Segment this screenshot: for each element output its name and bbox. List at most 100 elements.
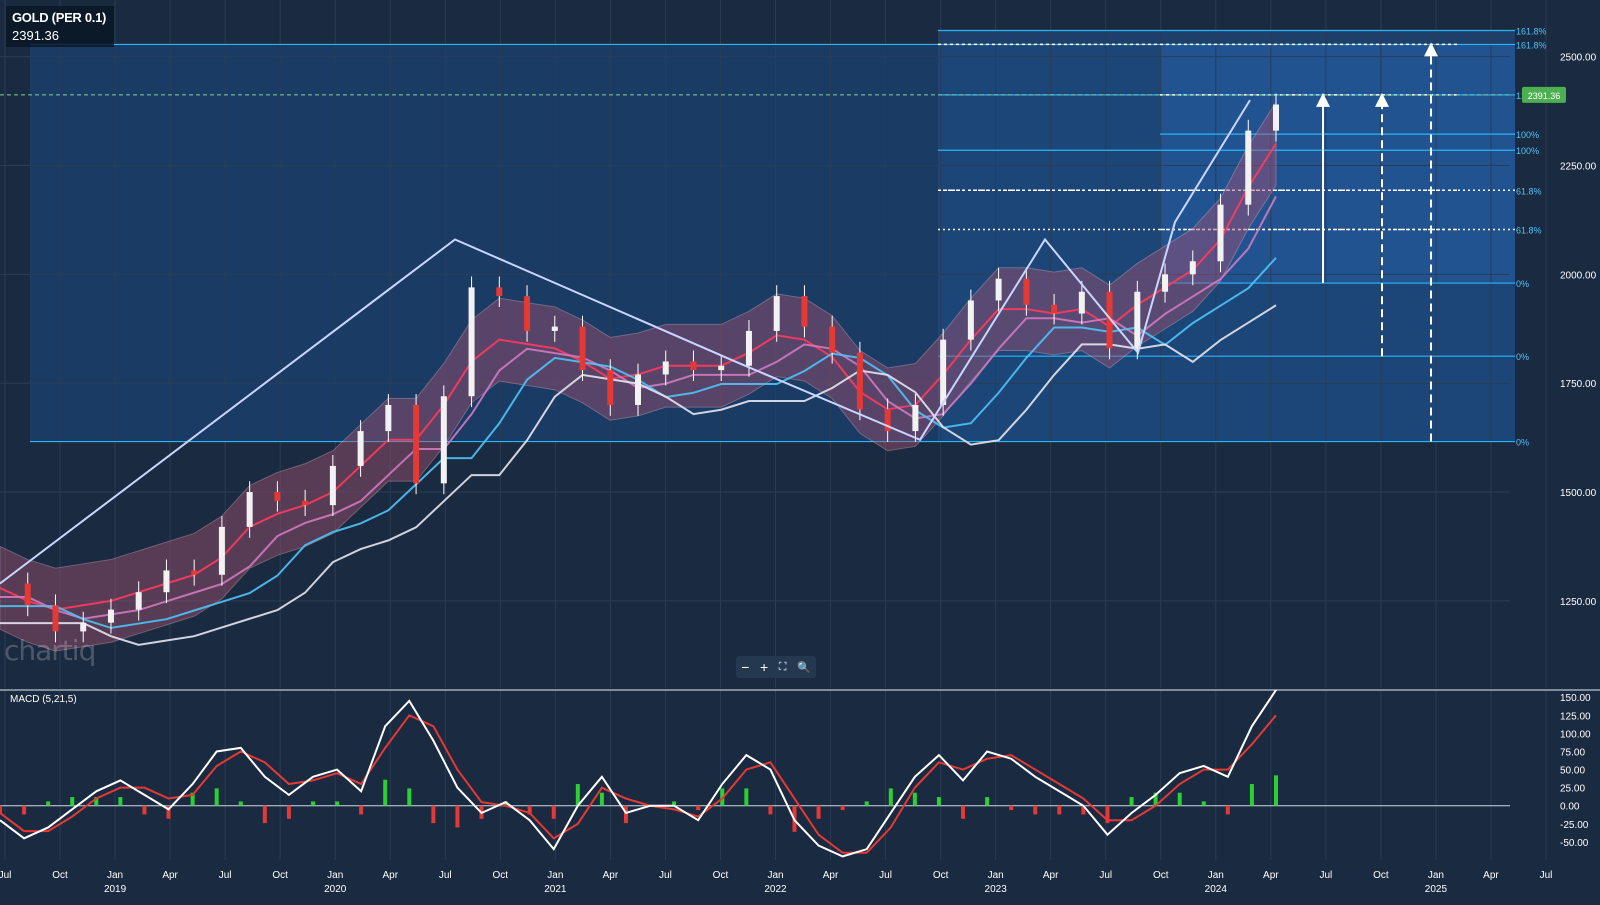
x-tick-month: Jul — [439, 870, 452, 881]
macd-histogram-bar — [527, 805, 532, 815]
macd-histogram-bar — [214, 788, 219, 806]
candle-body — [1078, 291, 1085, 314]
candle-body — [1217, 204, 1224, 262]
macd-histogram-bar — [744, 788, 749, 806]
macd-histogram-bar — [696, 805, 701, 811]
macd-histogram-bar — [383, 779, 388, 806]
macd-histogram-bar — [1225, 805, 1230, 815]
macd-y-tick: -25.00 — [1560, 820, 1589, 831]
x-tick-year: 2021 — [544, 884, 567, 895]
candle-body — [912, 404, 919, 432]
target-arrow-head — [1316, 92, 1330, 107]
x-tick-month: Oct — [52, 870, 68, 881]
candle-body — [829, 326, 836, 353]
y-tick-label: 2000.00 — [1560, 270, 1597, 281]
candle-body — [1273, 104, 1279, 131]
fib-level-label: 161.8% — [1516, 40, 1547, 50]
candle-body — [1245, 130, 1252, 205]
x-tick-month: Jul — [1319, 870, 1332, 881]
candle-body — [24, 583, 31, 606]
x-tick-month: Apr — [1483, 870, 1499, 881]
x-tick-month: Jul — [1540, 870, 1553, 881]
x-tick-month: Apr — [1263, 870, 1279, 881]
y-tick-label: 2500.00 — [1560, 53, 1597, 64]
macd-histogram-bar — [335, 801, 340, 806]
x-tick-month: Oct — [272, 870, 288, 881]
macd-histogram-bar — [768, 805, 773, 815]
symbol-header: GOLD (PER 0.1) 2391.36 — [6, 6, 115, 47]
x-tick-year: 2023 — [985, 884, 1008, 895]
macd-histogram-bar — [70, 797, 75, 806]
x-tick-month: Apr — [382, 870, 398, 881]
candle-body — [967, 300, 974, 340]
fullscreen-icon[interactable]: ⛶ — [778, 660, 787, 673]
candle-body — [801, 296, 808, 327]
x-tick-month: Jul — [219, 870, 232, 881]
fib-level-label: 0% — [1516, 352, 1529, 362]
candle-body — [718, 365, 725, 371]
candle-body — [163, 570, 170, 593]
x-tick-month: Oct — [493, 870, 509, 881]
macd-signal-line — [0, 714, 1277, 854]
price-tag-bg — [1522, 86, 1566, 103]
candle-body — [191, 570, 198, 575]
x-tick-month: Apr — [603, 870, 619, 881]
macd-histogram-bar — [1201, 801, 1206, 806]
macd-y-tick: 125.00 — [1560, 711, 1591, 722]
candle-body — [246, 492, 253, 527]
candle-body — [662, 361, 669, 375]
candle-body — [773, 296, 780, 331]
macd-histogram-bar — [816, 805, 821, 819]
y-tick-label: 1500.00 — [1560, 488, 1597, 499]
fib-level-label: 100% — [1516, 130, 1539, 140]
candle-body — [1106, 291, 1113, 349]
fib-zone-mid — [938, 30, 1515, 442]
macd-histogram-bar — [238, 801, 243, 806]
x-tick-month: Jul — [1099, 870, 1112, 881]
zoom-out-button[interactable]: − — [741, 659, 750, 675]
macd-histogram-bar — [0, 805, 2, 815]
symbol-name: GOLD (PER 0.1) — [12, 10, 107, 25]
macd-histogram-bar — [359, 805, 364, 815]
candle-body — [274, 492, 281, 501]
candle-body — [579, 326, 586, 371]
macd-histogram-bar — [262, 805, 267, 824]
macd-histogram-bar — [1153, 792, 1158, 806]
macd-histogram-bar — [310, 801, 315, 806]
candle-body — [218, 526, 225, 575]
macd-histogram-bar — [1009, 805, 1014, 811]
x-tick-year: 2022 — [764, 884, 787, 895]
zoom-search-icon[interactable]: 🔍 — [796, 661, 811, 674]
candle-body — [635, 374, 641, 405]
candle-body — [440, 396, 447, 484]
x-tick-month: Jul — [0, 870, 11, 881]
macd-histogram-bar — [431, 805, 436, 824]
macd-y-tick: 100.00 — [1560, 729, 1591, 740]
macd-y-tick: 75.00 — [1560, 747, 1585, 758]
macd-histogram-bar — [1129, 797, 1134, 806]
macd-histogram-bar — [118, 797, 123, 806]
x-tick-month: Jan — [1208, 870, 1224, 881]
macd-histogram-bar — [1033, 805, 1038, 815]
x-tick-month: Jul — [879, 870, 892, 881]
macd-y-tick: 50.00 — [1560, 766, 1585, 777]
macd-histogram-bar — [94, 797, 99, 806]
candle-body — [940, 339, 947, 405]
fib-level-label: 61.8% — [1516, 225, 1542, 235]
macd-line — [0, 689, 1277, 858]
x-tick-year: 2020 — [324, 884, 347, 895]
x-tick-year: 2024 — [1205, 884, 1228, 895]
macd-y-tick: 25.00 — [1560, 784, 1585, 795]
x-tick-month: Oct — [1153, 870, 1169, 881]
macd-histogram-bar — [985, 797, 990, 806]
candle-body — [745, 330, 752, 366]
macd-histogram-bar — [46, 801, 51, 806]
zoom-in-button[interactable]: + — [760, 659, 769, 675]
macd-histogram-bar — [1274, 775, 1278, 806]
x-tick-month: Oct — [713, 870, 729, 881]
zoom-controls: − + ⛶ 🔍 — [736, 656, 816, 678]
x-tick-year: 2019 — [104, 884, 127, 895]
macd-histogram-bar — [1105, 805, 1110, 824]
